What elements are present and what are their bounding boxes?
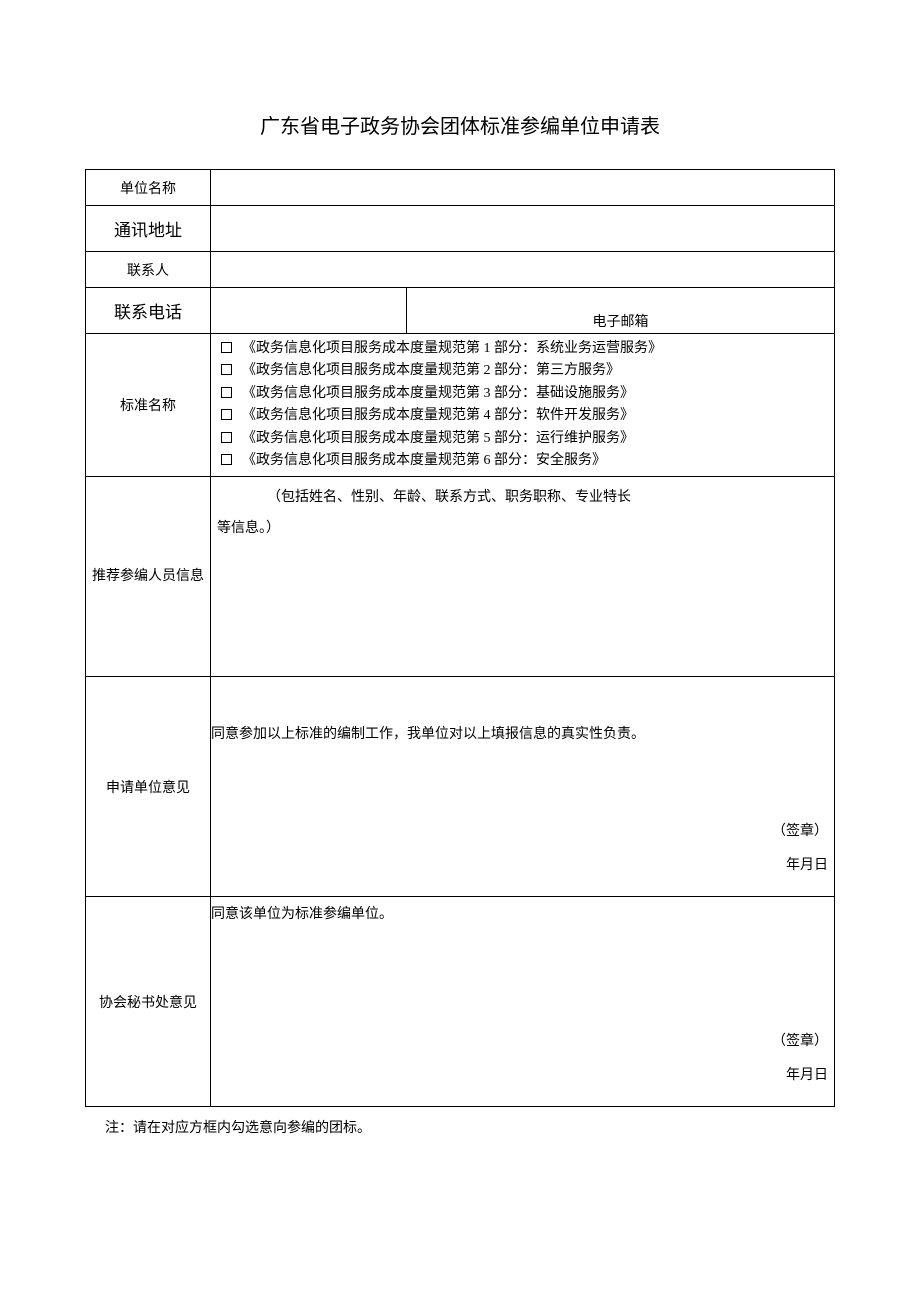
standard-label: 《政务信息化项目服务成本度量规范第 4 部分：软件开发服务》 (242, 405, 634, 427)
standard-option[interactable]: 《政务信息化项目服务成本度量规范第 4 部分：软件开发服务》 (217, 405, 828, 427)
field-secretariat-opinion[interactable]: 同意该单位为标准参编单位。 （签章） 年月日 (211, 897, 835, 1107)
label-personnel: 推荐参编人员信息 (86, 477, 211, 677)
standard-label: 《政务信息化项目服务成本度量规范第 3 部分：基础设施服务》 (242, 383, 634, 405)
standard-label: 《政务信息化项目服务成本度量规范第 6 部分：安全服务》 (242, 450, 606, 472)
checkbox-icon[interactable] (221, 454, 232, 465)
page-title: 广东省电子政务协会团体标准参编单位申请表 (85, 110, 835, 139)
standard-label: 《政务信息化项目服务成本度量规范第 1 部分：系统业务运营服务》 (242, 338, 662, 360)
seal-label: （签章） (772, 815, 828, 849)
standard-option[interactable]: 《政务信息化项目服务成本度量规范第 5 部分：运行维护服务》 (217, 428, 828, 450)
footnote: 注：请在对应方框内勾选意向参编的团标。 (85, 1117, 835, 1137)
label-secretariat-opinion: 协会秘书处意见 (86, 897, 211, 1107)
secretariat-opinion-text: 同意该单位为标准参编单位。 (211, 897, 834, 923)
checkbox-icon[interactable] (221, 342, 232, 353)
standard-label: 《政务信息化项目服务成本度量规范第 5 部分：运行维护服务》 (242, 428, 634, 450)
standard-option[interactable]: 《政务信息化项目服务成本度量规范第 3 部分：基础设施服务》 (217, 383, 828, 405)
field-personnel[interactable]: （包括姓名、性别、年龄、联系方式、职务职称、专业特长 等信息。） (211, 477, 835, 677)
label-standard-name: 标准名称 (86, 334, 211, 477)
standard-option[interactable]: 《政务信息化项目服务成本度量规范第 2 部分：第三方服务》 (217, 360, 828, 382)
personnel-note-line1: （包括姓名、性别、年龄、联系方式、职务职称、专业特长 (217, 483, 828, 514)
checkbox-icon[interactable] (221, 409, 232, 420)
label-email: 电子邮箱 (407, 288, 835, 334)
secretariat-sign-block: （签章） 年月日 (772, 1025, 828, 1092)
field-applicant-opinion[interactable]: 同意参加以上标准的编制工作，我单位对以上填报信息的真实性负责。 （签章） 年月日 (211, 677, 835, 897)
label-address: 通讯地址 (86, 206, 211, 252)
checkbox-icon[interactable] (221, 432, 232, 443)
label-contact: 联系人 (86, 252, 211, 288)
checkbox-icon[interactable] (221, 364, 232, 375)
checkbox-icon[interactable] (221, 387, 232, 398)
field-standards: 《政务信息化项目服务成本度量规范第 1 部分：系统业务运营服务》 《政务信息化项… (211, 334, 835, 477)
seal-label: （签章） (772, 1025, 828, 1059)
standard-label: 《政务信息化项目服务成本度量规范第 2 部分：第三方服务》 (242, 360, 620, 382)
label-applicant-opinion: 申请单位意见 (86, 677, 211, 897)
applicant-sign-block: （签章） 年月日 (772, 815, 828, 882)
field-unit-name[interactable] (211, 170, 835, 206)
application-form-table: 单位名称 通讯地址 联系人 联系电话 电子邮箱 标准名称 《政务信息化项目服务成… (85, 169, 835, 1107)
standard-option[interactable]: 《政务信息化项目服务成本度量规范第 6 部分：安全服务》 (217, 450, 828, 472)
date-label: 年月日 (772, 849, 828, 883)
date-label: 年月日 (772, 1059, 828, 1093)
label-unit-name: 单位名称 (86, 170, 211, 206)
standard-option[interactable]: 《政务信息化项目服务成本度量规范第 1 部分：系统业务运营服务》 (217, 338, 828, 360)
field-contact[interactable] (211, 252, 835, 288)
personnel-note-line2: 等信息。） (217, 514, 828, 545)
field-address[interactable] (211, 206, 835, 252)
label-phone: 联系电话 (86, 288, 211, 334)
field-phone[interactable] (211, 288, 407, 334)
applicant-opinion-text: 同意参加以上标准的编制工作，我单位对以上填报信息的真实性负责。 (211, 677, 834, 743)
